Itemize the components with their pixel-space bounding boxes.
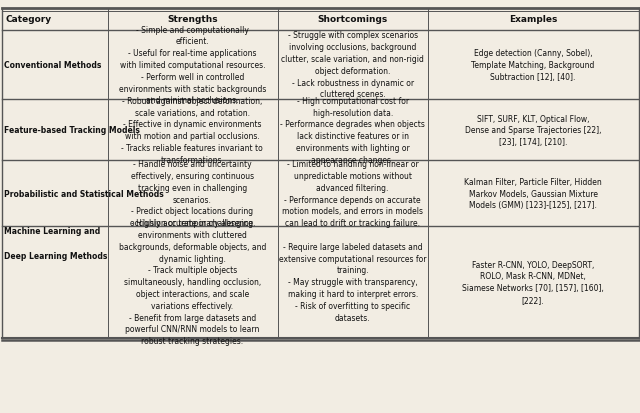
Text: Faster R-CNN, YOLO, DeepSORT,
ROLO, Mask R-CNN, MDNet,
Siamese Networks [70], [1: Faster R-CNN, YOLO, DeepSORT, ROLO, Mask…	[462, 260, 604, 304]
Text: Kalman Filter, Particle Filter, Hidden
Markov Models, Gaussian Mixture
Models (G: Kalman Filter, Particle Filter, Hidden M…	[464, 178, 602, 210]
Text: - Simple and computationally
efficient.
- Useful for real-time applications
with: - Simple and computationally efficient. …	[118, 26, 266, 105]
Text: Machine Learning and

Deep Learning Methods: Machine Learning and Deep Learning Metho…	[4, 226, 108, 260]
Text: Category: Category	[5, 15, 51, 24]
Text: Conventional Methods: Conventional Methods	[4, 61, 102, 70]
Text: Strengths: Strengths	[167, 15, 218, 24]
Text: Edge detection (Canny, Sobel),
Template Matching, Background
Subtraction [12], [: Edge detection (Canny, Sobel), Template …	[472, 49, 595, 81]
Text: - Limited to handling non-linear or
unpredictable motions without
advanced filte: - Limited to handling non-linear or unpr…	[282, 160, 423, 228]
Text: - Handle noise and uncertainty
effectively, ensuring continuous
tracking even in: - Handle noise and uncertainty effective…	[130, 160, 255, 228]
Text: - Highly accurate in challenging
environments with cluttered
backgrounds, deform: - Highly accurate in challenging environ…	[118, 219, 266, 345]
Text: Probabilistic and Statistical Methods: Probabilistic and Statistical Methods	[4, 189, 164, 198]
Text: - Struggle with complex scenarios
involving occlusions, background
clutter, scal: - Struggle with complex scenarios involv…	[281, 31, 424, 99]
Text: Shortcomings: Shortcomings	[317, 15, 388, 24]
Text: - High computational cost for
high-resolution data.
- Performance degrades when : - High computational cost for high-resol…	[280, 97, 425, 164]
Text: Feature-based Tracking Models: Feature-based Tracking Models	[4, 126, 140, 135]
Text: SIFT, SURF, KLT, Optical Flow,
Dense and Sparse Trajectories [22],
[23], [174], : SIFT, SURF, KLT, Optical Flow, Dense and…	[465, 114, 602, 147]
Text: Examples: Examples	[509, 15, 557, 24]
Text: - Robust against object deformation,
scale variations, and rotation.
- Effective: - Robust against object deformation, sca…	[122, 97, 263, 164]
Text: - Require large labeled datasets and
extensive computational resources for
train: - Require large labeled datasets and ext…	[279, 242, 426, 322]
